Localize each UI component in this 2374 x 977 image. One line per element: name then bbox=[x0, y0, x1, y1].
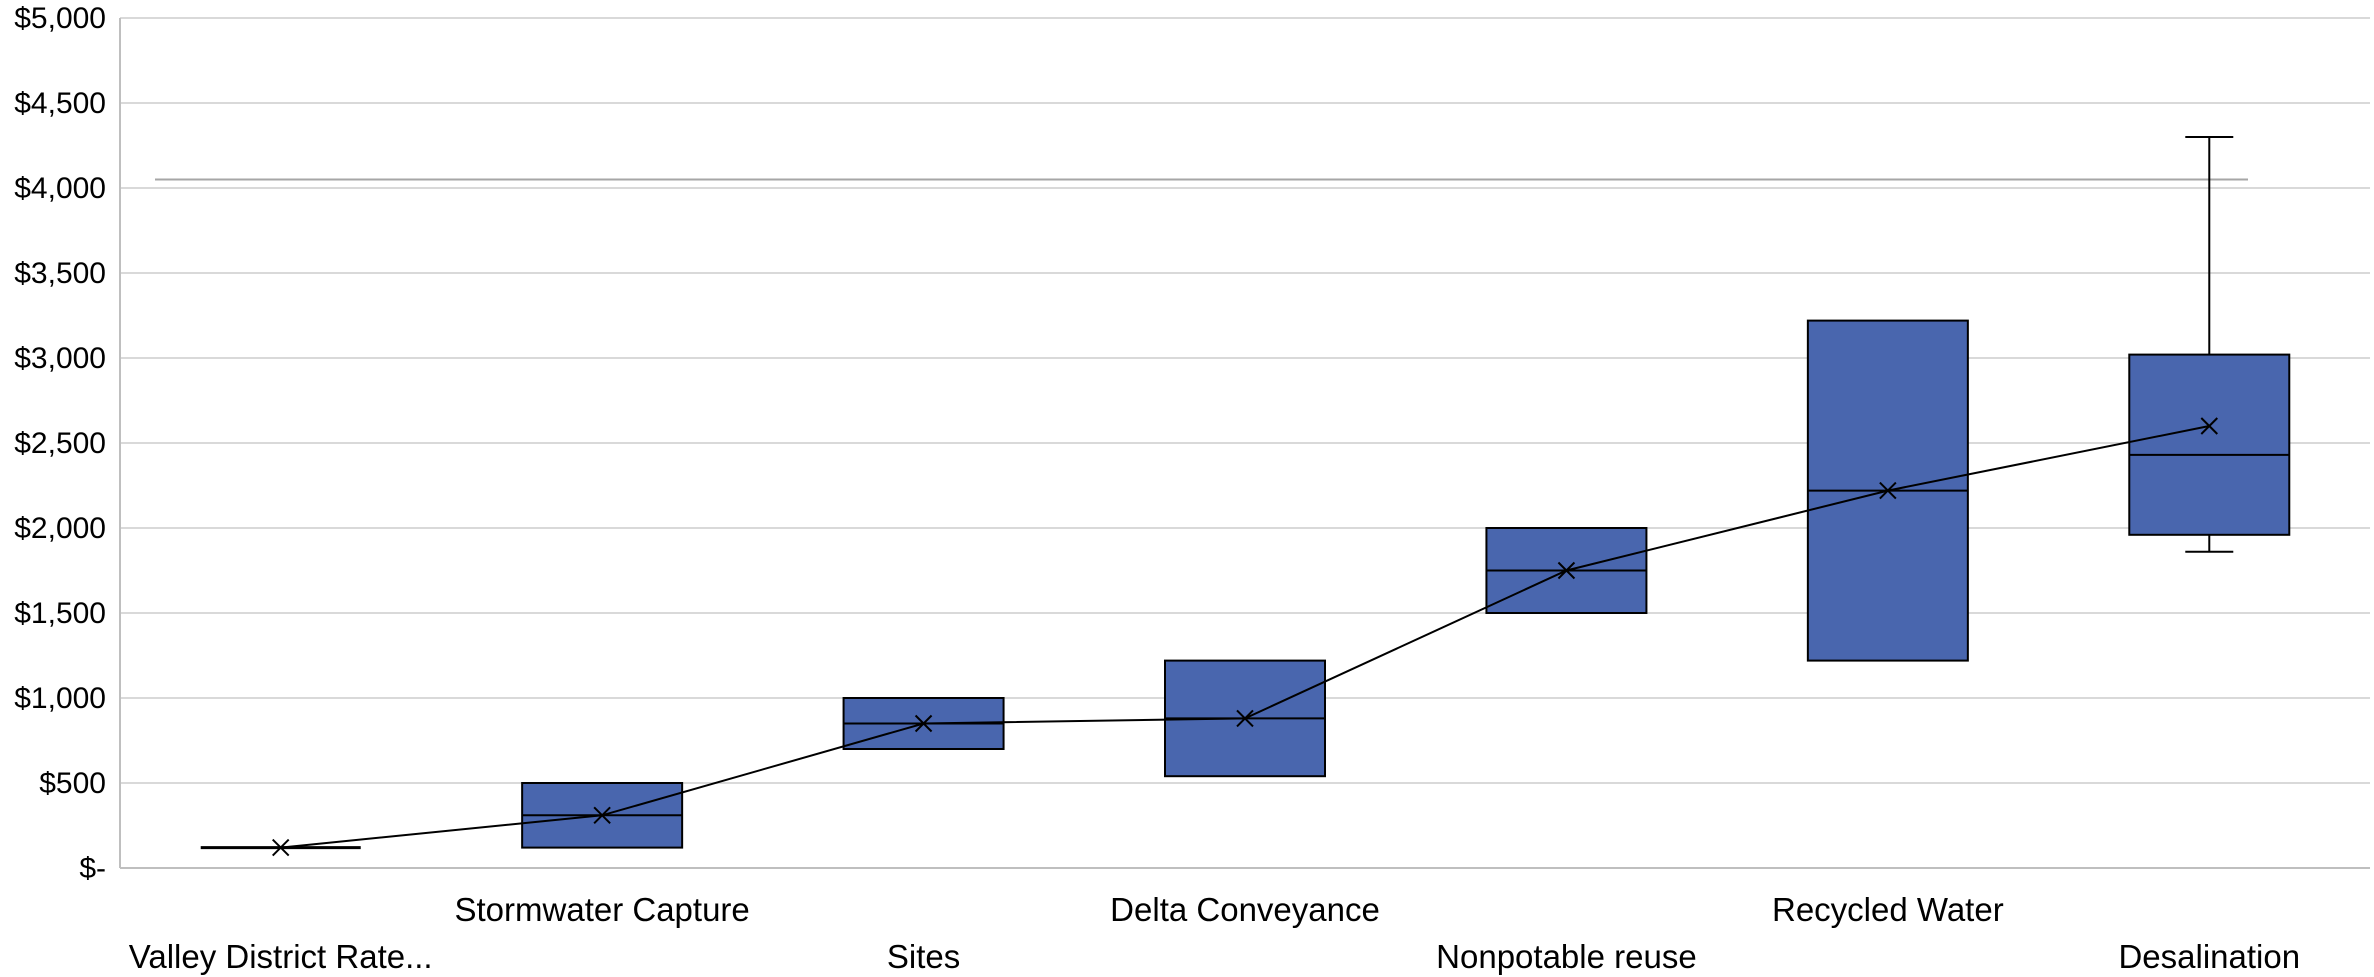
x-category-label: Stormwater Capture bbox=[455, 891, 750, 928]
x-category-label: Desalination bbox=[2118, 938, 2300, 975]
y-tick-label: $500 bbox=[39, 767, 106, 800]
box-7 bbox=[2128, 136, 2291, 553]
mean-marker bbox=[2200, 417, 2218, 435]
y-tick-label: $2,000 bbox=[14, 512, 106, 545]
y-tick-label: $- bbox=[79, 852, 106, 885]
y-tick-label: $3,000 bbox=[14, 342, 106, 375]
mean-marker bbox=[1236, 709, 1254, 728]
x-category-label: Nonpotable reuse bbox=[1436, 938, 1697, 975]
x-category-label: Sites bbox=[887, 938, 960, 975]
y-tick-label: $3,500 bbox=[14, 257, 106, 290]
mean-marker-stroke bbox=[1557, 561, 1576, 580]
y-tick-label: $4,000 bbox=[14, 172, 106, 205]
mean-marker-stroke bbox=[272, 838, 290, 857]
y-tick-label: $4,500 bbox=[14, 87, 106, 120]
mean-marker-stroke bbox=[2200, 417, 2218, 435]
y-axis-tick-labels: $- $500 $1,000 $1,500 $2,000 $2,500 $3,000 $3,5… bbox=[14, 2, 106, 885]
mean-marker bbox=[914, 714, 933, 733]
gridlines bbox=[120, 17, 2370, 784]
x-category-label: Valley District Rate... bbox=[129, 938, 433, 975]
mean-marker-stroke bbox=[914, 714, 933, 733]
mean-line-group bbox=[272, 417, 2218, 857]
y-tick-label: $1,000 bbox=[14, 682, 106, 715]
y-tick-label: $1,500 bbox=[14, 597, 106, 630]
box-body bbox=[2128, 353, 2291, 536]
mean-marker-stroke bbox=[1236, 709, 1254, 728]
y-tick-label: $5,000 bbox=[14, 2, 106, 35]
x-category-label: Recycled Water bbox=[1772, 891, 2004, 928]
mean-marker bbox=[593, 806, 611, 825]
mean-marker-stroke bbox=[1879, 481, 1897, 500]
y-tick-label: $2,500 bbox=[14, 427, 106, 460]
x-axis-category-labels: Valley District Rate... Stormwater Captur… bbox=[129, 891, 2300, 975]
mean-marker bbox=[272, 838, 290, 857]
mean-marker bbox=[1557, 561, 1576, 580]
mean-marker bbox=[1879, 481, 1897, 500]
mean-marker-stroke bbox=[593, 806, 611, 825]
box-series bbox=[200, 136, 2291, 850]
x-category-label: Delta Conveyance bbox=[1110, 891, 1380, 928]
